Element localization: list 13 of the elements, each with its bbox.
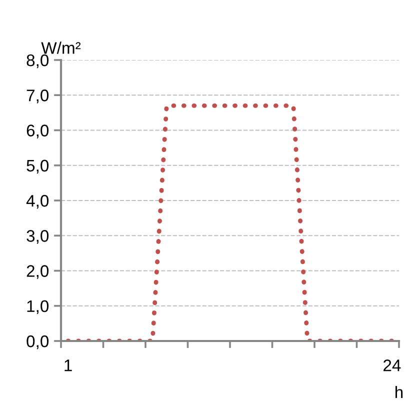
y-tick-label: 7,0 (26, 90, 49, 104)
y-tick-label: 5,0 (26, 160, 49, 174)
y-tick-label: 8,0 (26, 54, 49, 68)
y-tick-label: 1,0 (27, 300, 49, 314)
y-tick-label: 6,0 (26, 124, 49, 138)
y-tick-label: 4,0 (26, 194, 49, 209)
x-tick-label: 1 (64, 360, 72, 372)
y-tick-label: 0,0 (26, 335, 49, 350)
x-axis-title: h (396, 386, 403, 398)
x-tick-label: 24 (384, 359, 401, 372)
y-tick-label: 2,0 (26, 265, 49, 279)
y-tick-label: 3,0 (26, 230, 49, 244)
y-axis-title: W/m² (41, 42, 81, 54)
